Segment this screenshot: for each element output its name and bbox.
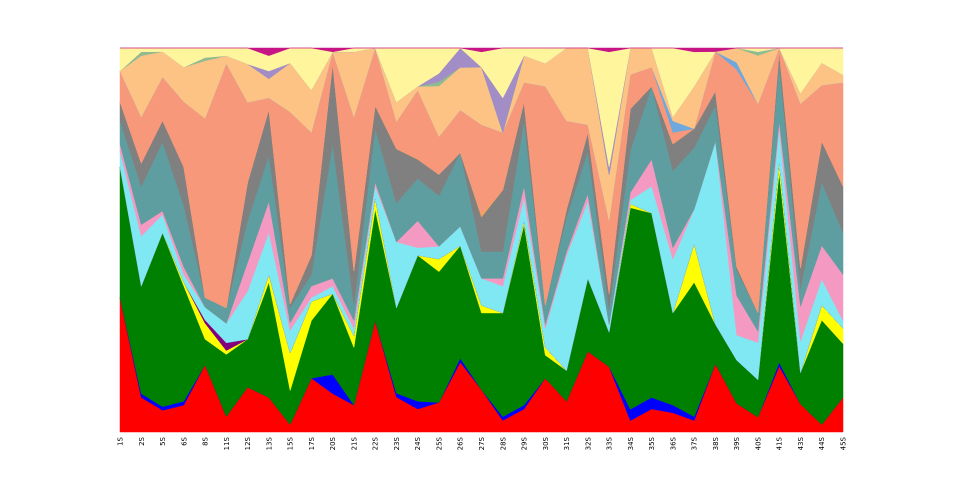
x-tick-label: 12S — [244, 436, 252, 450]
x-tick-label: 1S — [117, 436, 125, 445]
x-tick-label: 27S — [478, 436, 486, 450]
x-tick-label: 21S — [350, 436, 358, 450]
area-series-group — [119, 47, 844, 433]
x-tick-label: 37S — [691, 436, 699, 450]
x-tick-label: 25S — [435, 436, 443, 450]
x-tick-label: 24S — [414, 436, 422, 450]
x-tick-label: 11S — [223, 436, 231, 450]
x-tick-label: 23S — [393, 436, 401, 450]
x-tick-label: 8S — [202, 436, 210, 445]
x-tick-label: 39S — [733, 436, 741, 450]
x-tick-label: 22S — [372, 436, 380, 450]
x-tick-label: 28S — [499, 436, 507, 450]
x-tick-label: 15S — [287, 436, 295, 450]
x-axis-ticks: 1S 2S 5S 6S 8S 11S 12S 13S 15S 17S 20S 21S 22S 23S 24S… — [117, 436, 848, 450]
x-tick-label: 33S — [606, 436, 614, 450]
x-tick-label: 35S — [648, 436, 656, 450]
x-tick-label: 44S — [818, 436, 826, 450]
x-tick-label: 6S — [180, 436, 188, 445]
x-tick-label: 20S — [329, 436, 337, 450]
x-tick-label: 26S — [457, 436, 465, 450]
x-tick-label: 43S — [797, 436, 805, 450]
x-tick-label: 38S — [712, 436, 720, 450]
x-tick-label: 5S — [159, 436, 167, 445]
x-tick-label: 29S — [521, 436, 529, 450]
x-tick-label: 2S — [138, 436, 146, 445]
x-tick-label: 40S — [754, 436, 762, 450]
x-tick-label: 31S — [563, 436, 571, 450]
area-series-17 — [120, 47, 843, 56]
x-tick-label: 41S — [776, 436, 784, 450]
x-tick-label: 13S — [265, 436, 273, 450]
x-tick-label: 45S — [840, 436, 848, 450]
x-tick-label: 34S — [627, 436, 635, 450]
x-tick-label: 36S — [669, 436, 677, 450]
x-tick-label: 17S — [308, 436, 316, 450]
x-tick-label: 30S — [542, 436, 550, 450]
x-tick-label: 32S — [584, 436, 592, 450]
